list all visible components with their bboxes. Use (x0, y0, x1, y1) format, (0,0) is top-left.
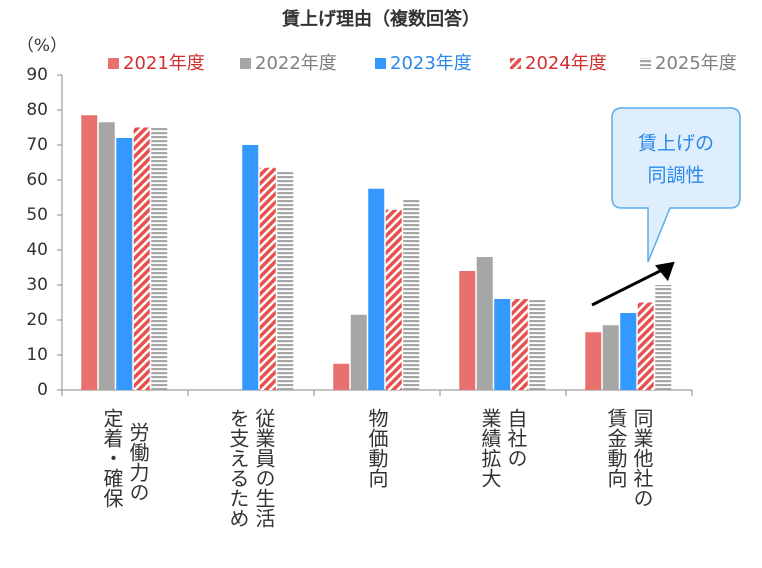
bar (277, 171, 294, 390)
y-tick-label: 0 (37, 380, 48, 400)
bar (494, 299, 511, 390)
legend-label: 2022年度 (255, 53, 337, 74)
bar (620, 313, 637, 390)
bar (151, 127, 168, 390)
y-tick-label: 80 (26, 100, 48, 120)
x-tick-label: 自社の (504, 408, 528, 468)
annotation: 同調性 (647, 165, 704, 187)
x-tick-label: 物価動向 (365, 408, 389, 488)
arrow-head (654, 261, 675, 282)
y-tick-label: 90 (26, 65, 48, 85)
x-tick-label: 同業他社の (630, 408, 654, 508)
chart-title: 賃上げ理由（複数回答） (281, 8, 480, 30)
bar (476, 257, 493, 390)
bar (116, 138, 133, 390)
bar (368, 188, 385, 390)
bar (98, 122, 115, 390)
bar (459, 271, 476, 390)
y-tick-label: 60 (26, 170, 48, 190)
x-tick-label: 賃金動向 (604, 408, 628, 488)
legend-label: 2024年度 (525, 53, 607, 74)
x-tick-label: 定着・確保 (100, 408, 124, 508)
bar (333, 363, 350, 390)
bar (350, 314, 367, 390)
y-tick-label: 70 (26, 135, 48, 155)
bar (585, 332, 602, 390)
legend-swatch (510, 58, 521, 69)
y-tick-label: 40 (26, 240, 48, 260)
legend-swatch (108, 58, 119, 69)
arrow-line (591, 267, 665, 307)
bar (385, 209, 402, 390)
bar (655, 285, 672, 390)
legend-swatch (640, 58, 651, 69)
legend-swatch (240, 58, 251, 69)
bar (259, 167, 276, 390)
legend-label: 2025年度 (655, 53, 737, 74)
x-tick-label: を支えるため (226, 408, 250, 528)
bar (602, 325, 619, 390)
x-tick-label: 従業員の生活 (252, 408, 276, 528)
bar (81, 115, 98, 390)
bar (242, 145, 259, 390)
bar (133, 127, 150, 390)
x-tick-label: 業績拡大 (478, 408, 502, 488)
y-tick-label: 10 (26, 345, 48, 365)
y-tick-label: 50 (26, 205, 48, 225)
bar (637, 302, 654, 390)
legend-swatch (375, 58, 386, 69)
bar (511, 299, 528, 390)
y-tick-label: 30 (26, 275, 48, 295)
bar (403, 199, 420, 390)
legend-label: 2023年度 (390, 53, 472, 74)
bar (529, 299, 546, 390)
y-unit: （%） (17, 36, 67, 56)
x-tick-label: 労働力の (126, 422, 150, 502)
y-tick-label: 20 (26, 310, 48, 330)
callout (611, 107, 741, 263)
annotation: 賃上げの (638, 133, 714, 155)
legend-label: 2021年度 (123, 53, 205, 74)
